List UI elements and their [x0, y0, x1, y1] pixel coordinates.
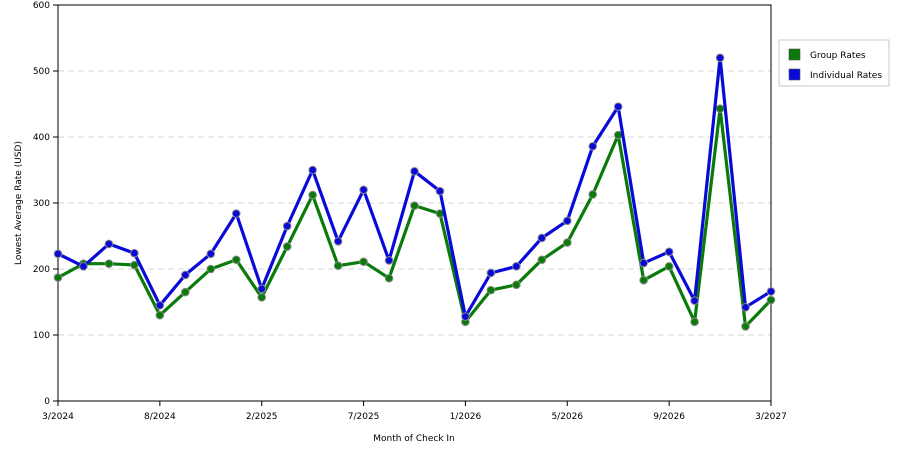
data-point	[155, 301, 165, 310]
data-point	[664, 262, 674, 271]
x-tick-label: 9/2026	[653, 412, 685, 422]
y-tick-label: 0	[44, 397, 50, 407]
data-point	[461, 312, 470, 321]
y-tick-label: 500	[33, 67, 50, 77]
data-point	[410, 201, 419, 210]
data-point	[410, 167, 419, 176]
y-axis-label: Lowest Average Rate (USD)	[14, 141, 24, 265]
legend: Group Rates Individual Rates	[778, 39, 890, 87]
x-axis-label: Month of Check In	[373, 434, 455, 444]
data-point	[639, 275, 648, 285]
data-point	[486, 268, 496, 278]
data-point	[741, 302, 750, 312]
data-point	[155, 310, 165, 320]
data-point	[766, 287, 776, 296]
data-point	[512, 280, 521, 290]
series-line	[56, 56, 773, 319]
y-tick-label: 600	[33, 1, 50, 11]
legend-swatch	[788, 48, 801, 61]
x-tick-label: 3/2027	[755, 412, 787, 422]
data-point	[257, 284, 267, 294]
gridlines	[58, 70, 771, 336]
data-point	[562, 238, 572, 247]
y-tick-label: 400	[33, 133, 50, 143]
data-point	[333, 236, 343, 246]
data-point	[384, 273, 394, 283]
data-point	[206, 264, 216, 274]
legend-label: Individual Rates	[810, 71, 882, 81]
data-point	[333, 261, 343, 271]
data-point	[664, 247, 674, 257]
data-point	[308, 190, 317, 200]
y-tick-label: 100	[33, 331, 50, 341]
data-point	[690, 296, 699, 305]
data-point	[104, 259, 114, 269]
data-point	[690, 317, 699, 327]
x-tick-label: 5/2026	[551, 412, 583, 422]
x-tick-label: 1/2026	[450, 412, 482, 422]
series-individual-rates	[53, 53, 776, 321]
data-point	[359, 257, 368, 267]
data-point	[715, 104, 725, 113]
data-point	[231, 209, 241, 218]
data-point	[104, 239, 114, 249]
x-tick-label: 8/2024	[144, 412, 176, 422]
legend-label: Group Rates	[810, 51, 866, 61]
data-point	[741, 322, 750, 331]
data-point	[257, 293, 267, 302]
data-point	[384, 256, 394, 265]
series-line	[56, 106, 773, 328]
data-point	[537, 233, 547, 243]
data-point	[231, 255, 241, 265]
data-point	[359, 185, 368, 195]
data-point	[181, 270, 190, 280]
x-tick-label: 2/2025	[246, 412, 278, 422]
data-point	[486, 285, 496, 295]
data-point	[282, 242, 292, 251]
series-group-rates	[53, 104, 776, 331]
data-point	[130, 260, 139, 270]
legend-swatch	[788, 68, 801, 81]
y-tick-label: 200	[33, 265, 50, 275]
series	[53, 53, 776, 331]
data-point	[588, 141, 598, 151]
data-point	[53, 273, 63, 282]
data-point	[537, 255, 547, 265]
data-point	[435, 186, 445, 196]
data-point	[130, 248, 139, 258]
data-point	[588, 190, 598, 199]
axes: 0 100 200 300 400 500 600 3/2024 8/2024 2/2025 7/2…	[33, 1, 787, 422]
data-point	[562, 216, 572, 226]
data-point	[613, 102, 623, 111]
data-point	[308, 165, 317, 175]
x-tick-label: 3/2024	[42, 412, 74, 422]
data-point	[181, 287, 190, 297]
data-point	[639, 258, 648, 268]
data-point	[206, 249, 216, 259]
data-point	[512, 262, 521, 271]
data-point	[282, 221, 292, 231]
data-point	[79, 262, 88, 271]
data-point	[766, 295, 776, 305]
y-tick-label: 300	[33, 199, 50, 209]
data-point	[715, 53, 725, 63]
data-point	[53, 249, 63, 259]
x-tick-label: 7/2025	[348, 412, 380, 422]
